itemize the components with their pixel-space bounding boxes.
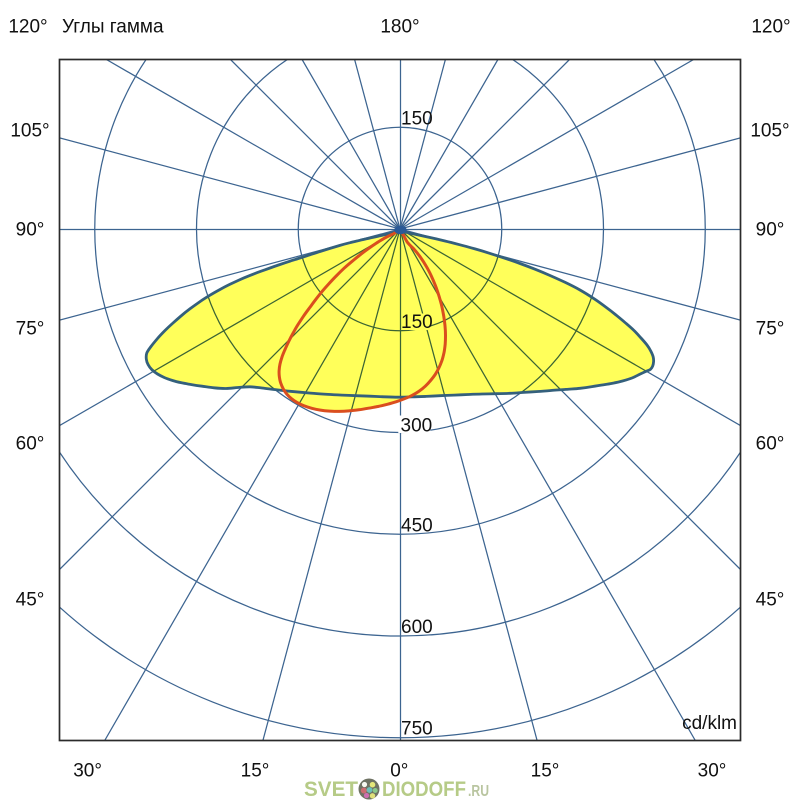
svg-text:0°: 0°: [390, 761, 408, 782]
svg-text:105°: 105°: [750, 121, 789, 142]
svg-text:120°: 120°: [751, 17, 790, 38]
svg-text:15°: 15°: [241, 761, 270, 782]
svg-text:45°: 45°: [756, 590, 785, 611]
svg-text:180°: 180°: [380, 17, 419, 38]
svg-text:45°: 45°: [16, 590, 45, 611]
svg-text:60°: 60°: [16, 434, 45, 455]
svg-text:15°: 15°: [531, 761, 560, 782]
svg-text:SVET: SVET: [304, 778, 358, 800]
svg-text:DIODOFF: DIODOFF: [382, 778, 466, 800]
svg-text:450: 450: [401, 516, 433, 537]
svg-text:750: 750: [401, 719, 433, 740]
svg-text:Углы гамма: Углы гамма: [62, 17, 164, 38]
svg-text:60°: 60°: [756, 434, 785, 455]
svg-text:300: 300: [401, 416, 433, 437]
svg-text:75°: 75°: [16, 319, 45, 340]
svg-text:150: 150: [401, 312, 433, 333]
svg-text:.RU: .RU: [468, 783, 489, 800]
svg-text:90°: 90°: [16, 220, 45, 241]
svg-text:120°: 120°: [8, 17, 47, 38]
svg-text:600: 600: [401, 617, 433, 638]
svg-text:150: 150: [401, 109, 433, 130]
svg-text:75°: 75°: [756, 319, 785, 340]
svg-text:30°: 30°: [73, 761, 102, 782]
svg-text:90°: 90°: [756, 220, 785, 241]
svg-text:cd/klm: cd/klm: [682, 713, 737, 734]
svg-text:105°: 105°: [10, 121, 49, 142]
svg-text:30°: 30°: [698, 761, 727, 782]
